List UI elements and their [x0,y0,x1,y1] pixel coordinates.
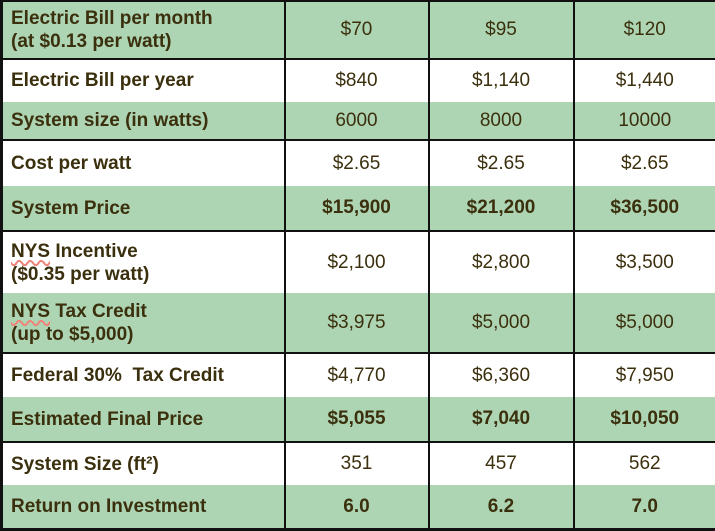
row-label[interactable]: System size (in watts) [1,102,285,142]
cell-value[interactable]: $70 [283,1,429,61]
cell-value[interactable]: 8000 [427,102,574,142]
row-label-text: Federal 30% Tax Credit [11,365,224,387]
table-row: Return on Investment 6.0 6.2 7.0 [1,485,715,531]
cell-value[interactable]: $2,100 [283,231,429,294]
cell-value[interactable]: 7.0 [572,485,715,531]
cell-value[interactable]: 351 [283,442,429,486]
cell-value[interactable]: 562 [572,442,715,486]
table-row: Estimated Final Price $5,055 $7,040 $10,050 [1,397,715,444]
table-row: NYS Tax Credit (up to $5,000) $3,975 $5,000… [1,293,715,355]
row-label[interactable]: NYS Tax Credit (up to $5,000) [1,293,285,355]
row-label-text: Incentive [50,240,138,262]
cell-value[interactable]: $2,800 [427,231,574,294]
row-label[interactable]: NYS Incentive ($0.35 per watt) [1,231,285,294]
cell-value[interactable]: $2.65 [572,140,715,187]
cell-value[interactable]: $95 [427,1,574,61]
cell-value[interactable]: $3,975 [283,293,429,355]
cell-value[interactable]: $840 [283,59,429,103]
row-label-text: Electric Bill per year [11,70,194,92]
table-row: Electric Bill per month (at $0.13 per wat… [1,1,715,61]
cell-value[interactable]: $4,770 [283,353,429,398]
cell-value[interactable]: $7,950 [572,353,715,398]
row-label-text: (at $0.13 per watt) [11,31,172,53]
cell-value[interactable]: $36,500 [572,186,715,233]
table-row: System size (in watts) 6000 8000 10000 [1,102,715,142]
cell-value[interactable]: $21,200 [427,186,574,233]
table-row: Cost per watt $2.65 $2.65 $2.65 [1,140,715,187]
cell-value[interactable]: 6.2 [427,485,574,531]
table-row: System Size (ft²) 351 457 562 [1,442,715,486]
row-label-text: Electric Bill per month [11,7,213,29]
cell-value[interactable]: $1,440 [572,59,715,103]
row-label[interactable]: Electric Bill per year [1,59,285,103]
cell-value[interactable]: $120 [572,1,715,61]
table-row: Federal 30% Tax Credit $4,770 $6,360 $7,950 [1,353,715,398]
cell-value[interactable]: $7,040 [427,397,574,444]
row-label-text: Tax Credit [50,300,147,322]
row-label[interactable]: System Price [1,186,285,233]
cell-value[interactable]: 6.0 [283,485,429,531]
cell-value[interactable]: $2.65 [283,140,429,187]
cell-value[interactable]: 6000 [283,102,429,142]
row-label-text: Estimated Final Price [11,408,204,430]
row-label[interactable]: Estimated Final Price [1,397,285,444]
cell-value[interactable]: 10000 [572,102,715,142]
misspelled-word: NYS [11,300,51,322]
cell-value[interactable]: 457 [427,442,574,486]
row-label[interactable]: Electric Bill per month (at $0.13 per wat… [1,1,285,61]
cell-value[interactable]: $15,900 [283,186,429,233]
row-label[interactable]: System Size (ft²) [1,442,285,486]
misspelled-word: NYS [11,240,51,262]
cell-value[interactable]: $1,140 [427,59,574,103]
row-label-text: System Price [11,197,131,219]
cell-value[interactable]: $6,360 [427,353,574,398]
row-label-text: Cost per watt [11,153,132,175]
table-row: System Price $15,900 $21,200 $36,500 [1,186,715,233]
row-label-text: System Size (ft²) [11,453,159,475]
table-row: NYS Incentive ($0.35 per watt) $2,100 $2,80… [1,231,715,294]
cell-value[interactable]: $10,050 [572,397,715,444]
cell-value[interactable]: $3,500 [572,231,715,294]
row-label-text: Return on Investment [11,496,207,518]
cell-value[interactable]: $5,000 [572,293,715,355]
row-label-text: System size (in watts) [11,110,209,131]
row-label-text: ($0.35 per watt) [11,263,150,285]
cell-value[interactable]: $5,000 [427,293,574,355]
row-label[interactable]: Cost per watt [1,140,285,187]
row-label[interactable]: Federal 30% Tax Credit [1,353,285,398]
cell-value[interactable]: $5,055 [283,397,429,444]
row-label[interactable]: Return on Investment [1,485,285,531]
table-row: Electric Bill per year $840 $1,140 $1,440 [1,59,715,103]
row-label-text: (up to $5,000) [11,323,134,345]
cell-value[interactable]: $2.65 [427,140,574,187]
